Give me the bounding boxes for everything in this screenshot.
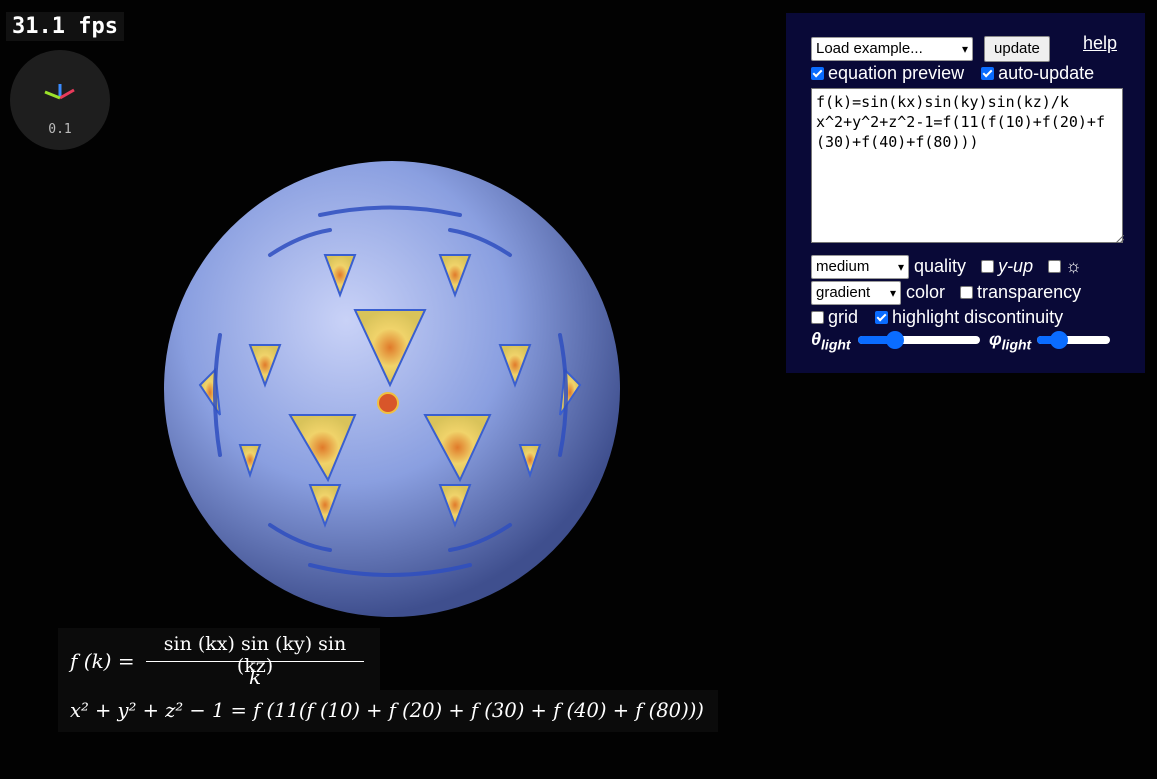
example-select[interactable]: Load example... ▾ [811,37,973,61]
auto-update-checkbox[interactable] [981,66,995,80]
highlight-discontinuity-checkbox[interactable] [875,310,889,324]
quality-select-value: medium [816,258,870,275]
transparency-checkbox[interactable] [960,285,974,299]
surface-render[interactable] [160,145,630,625]
color-select[interactable]: gradient ▾ [811,281,901,305]
fraction-bar [146,661,364,662]
phi-slider-fill [1037,336,1059,344]
auto-update-label: auto-update [998,63,1095,83]
chevron-down-icon: ▾ [897,260,904,274]
y-up-checkbox[interactable] [981,259,995,273]
equation-preview-checkbox[interactable] [811,66,824,80]
sun-icon: ☼ [1065,255,1082,276]
resize-handle-icon[interactable] [1116,235,1124,243]
theta-slider-fill [858,336,895,344]
preview-line2-text: x² + y² + z² − 1 = f (11(f (10) + f (20)… [70,699,704,722]
axes-icon [44,84,75,100]
preview-numerator: sin (kx) sin (ky) sin (kz) [163,633,347,677]
phi-light-slider[interactable] [1037,331,1110,349]
y-up-label: y-up [998,255,1034,276]
equation-preview-line1: f (k) = sin (kx) sin (ky) sin (kz) k [58,628,380,690]
chevron-down-icon: ▾ [961,42,968,56]
quality-select[interactable]: medium ▾ [811,255,909,279]
preview-lhs: f (k) = [70,649,135,673]
theta-light-slider[interactable] [858,331,980,349]
help-link[interactable]: help [1083,33,1118,53]
sphere-body [164,161,620,617]
equation-input[interactable]: f(k)=sin(kx)sin(ky)sin(kz)/k x^2+y^2+z^2… [811,88,1123,243]
highlight-discontinuity-label: highlight discontinuity [892,307,1064,327]
chevron-down-icon: ▾ [889,286,896,300]
grid-label: grid [828,307,859,327]
equation-preview-label: equation preview [828,63,965,83]
update-button[interactable]: update [984,36,1050,62]
example-select-value: Load example... [816,40,923,57]
surface-grooves [213,205,568,577]
phi-slider-thumb[interactable] [1050,331,1068,349]
theta-slider-thumb[interactable] [886,331,904,349]
axes-scale-label: 0.1 [48,122,72,137]
equation-preview-line2: x² + y² + z² − 1 = f (11(f (10) + f (20)… [58,690,718,732]
axes-gizmo[interactable]: 0.1 [10,50,110,150]
theta-light-label: θlight [811,329,851,353]
light-checkbox[interactable] [1048,259,1062,273]
fps-counter: 31.1 fps [6,12,124,41]
color-select-value: gradient [816,284,871,301]
control-panel: Load example... ▾ update help equation p… [786,13,1145,373]
preview-denominator: k [248,665,262,689]
transparency-label: transparency [977,281,1082,302]
grid-checkbox[interactable] [811,310,824,324]
phi-light-label: φlight [989,329,1032,353]
surface-patterns [198,254,582,528]
center-blob [377,392,399,414]
color-label: color [906,281,946,302]
equation-preview: f (k) = sin (kx) sin (ky) sin (kz) k x² … [58,628,718,733]
quality-label: quality [914,255,967,276]
